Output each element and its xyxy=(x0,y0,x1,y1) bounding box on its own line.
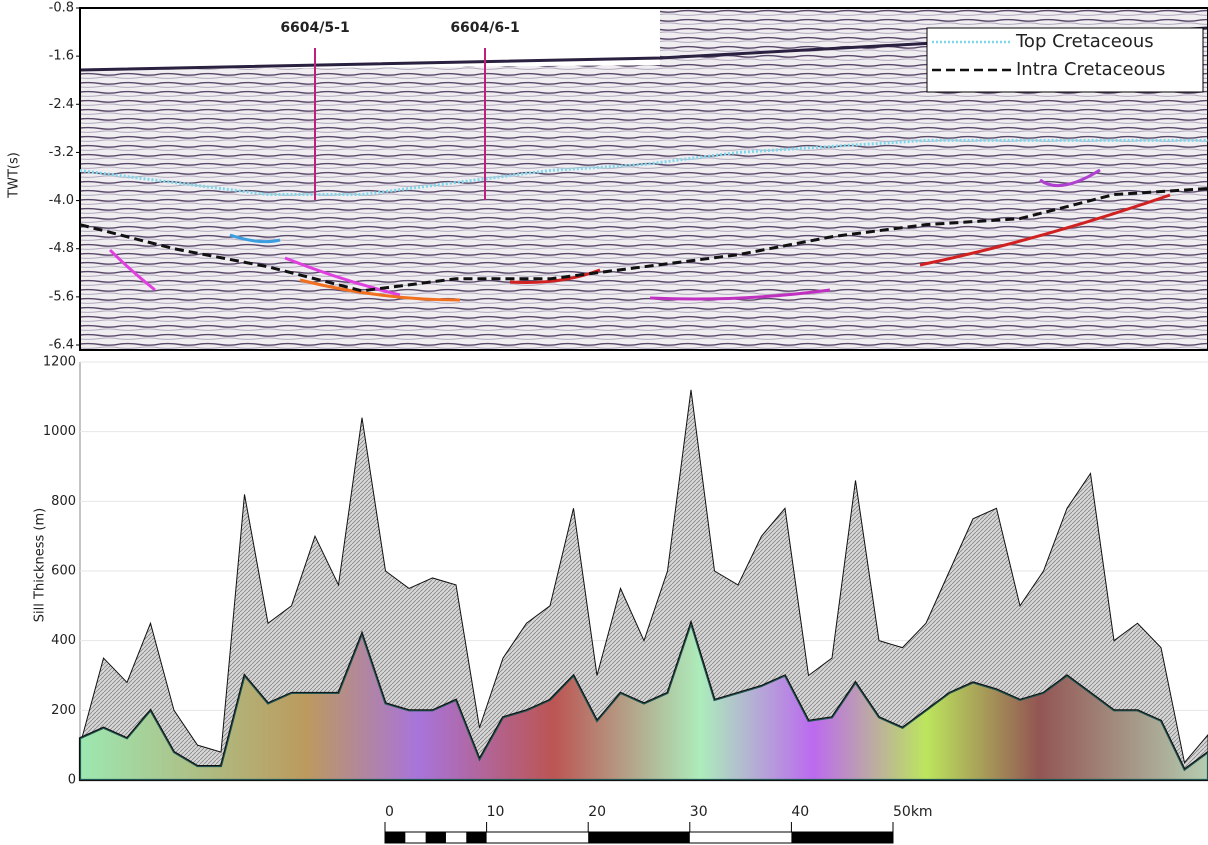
y-tick-label: -4.8 xyxy=(49,241,74,256)
y-tick-label: -5.6 xyxy=(49,289,74,304)
well-label: 6604/5-1 xyxy=(280,20,349,36)
water-column xyxy=(80,8,660,70)
y-tick-label: -1.6 xyxy=(49,49,74,64)
y-tick-label: -6.4 xyxy=(49,338,74,353)
scale-bar-segment xyxy=(791,832,893,843)
scale-label: 40 xyxy=(791,804,809,820)
y-tick-label: 600 xyxy=(51,564,76,579)
scale-bar-segment xyxy=(466,832,487,843)
scale-bar-segment xyxy=(425,832,446,843)
sill-overlay xyxy=(80,623,1208,780)
legend-label: Intra Cretaceous xyxy=(1016,59,1165,80)
legend-label: Top Cretaceous xyxy=(1015,31,1154,52)
legend-box xyxy=(926,27,1204,93)
seismic-frame xyxy=(79,7,1208,351)
y-tick-label: 800 xyxy=(51,494,76,509)
scale-label: 20 xyxy=(588,804,606,820)
scale-bar-segment xyxy=(385,832,406,843)
y-tick-label: 0 xyxy=(68,773,76,788)
scale-bar-segment xyxy=(588,832,690,843)
y-tick-label: 200 xyxy=(51,703,76,718)
scale-label: 50km xyxy=(893,804,933,820)
scale-label: 10 xyxy=(487,804,505,820)
y-tick-label: -0.8 xyxy=(49,1,74,16)
y-axis-label: Sill Thickness (m) xyxy=(33,508,48,622)
y-tick-label: 1000 xyxy=(43,424,76,439)
y-tick-label: -4.0 xyxy=(49,193,74,208)
scale-label: 0 xyxy=(385,804,394,820)
y-axis-label: TWT(s) xyxy=(7,152,22,199)
thickness-area xyxy=(78,619,1208,782)
y-tick-label: -2.4 xyxy=(49,97,74,112)
y-tick-label: -3.2 xyxy=(49,145,74,160)
sill-reflectors xyxy=(108,168,1171,302)
y-tick-label: 400 xyxy=(51,633,76,648)
horizon-line xyxy=(79,187,1208,293)
y-tick-label: 1200 xyxy=(43,355,76,370)
scale-label: 30 xyxy=(690,804,708,820)
well-label: 6604/6-1 xyxy=(450,20,519,36)
horizon-line xyxy=(79,138,1208,197)
